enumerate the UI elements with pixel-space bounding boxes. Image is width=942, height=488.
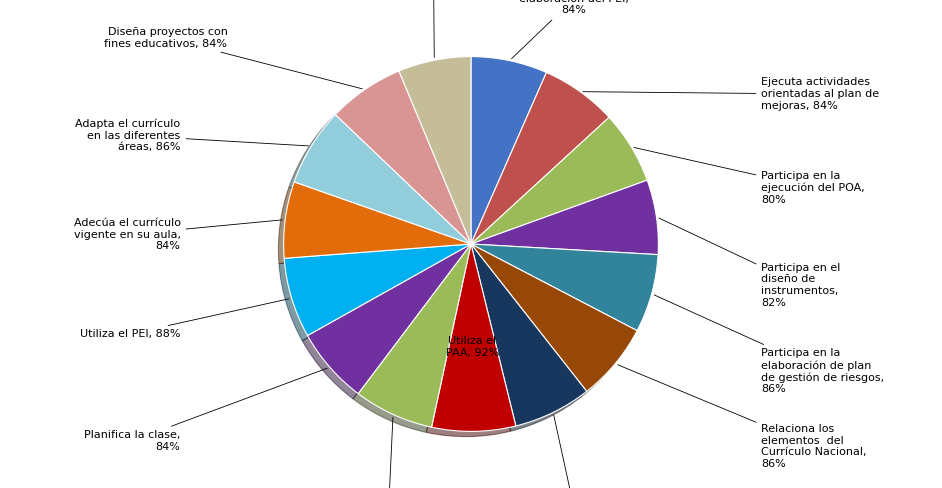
Wedge shape — [431, 244, 516, 431]
Text: Participa en la
elaboración de plan
de gestión de riesgos,
86%: Participa en la elaboración de plan de g… — [654, 295, 885, 394]
Text: Utiliza el PEI, 88%: Utiliza el PEI, 88% — [80, 299, 289, 339]
Wedge shape — [294, 115, 471, 244]
Text: Participa en la
elaboración del PAA,
86%: Participa en la elaboración del PAA, 86% — [527, 415, 641, 488]
Text: Utiliza el
PAA, 92%: Utiliza el PAA, 92% — [446, 336, 499, 358]
Text: Participa en la
ejecución del POA,
80%: Participa en la ejecución del POA, 80% — [634, 147, 865, 204]
Wedge shape — [284, 182, 471, 258]
Text: Participa en la
elaboración del PEI,
84%: Participa en la elaboración del PEI, 84% — [512, 0, 629, 59]
Wedge shape — [471, 117, 647, 244]
Text: Ejecuta actividades
orientadas al plan de
mejoras, 84%: Ejecuta actividades orientadas al plan d… — [583, 78, 880, 111]
Text: Participa en el
diseño de
instrumentos,
82%: Participa en el diseño de instrumentos, … — [658, 218, 841, 307]
Text: Planifica la clase,
84%: Planifica la clase, 84% — [84, 368, 327, 451]
Wedge shape — [399, 57, 471, 244]
Wedge shape — [471, 72, 609, 244]
Wedge shape — [471, 244, 587, 426]
Wedge shape — [471, 180, 658, 255]
Wedge shape — [471, 57, 546, 244]
Text: Adecúa el currículo
vigente en su aula,
84%: Adecúa el currículo vigente en su aula, … — [73, 218, 283, 251]
Wedge shape — [284, 244, 471, 336]
Text: Diseña proyectos con
fines educativos, 84%: Diseña proyectos con fines educativos, 8… — [105, 27, 363, 89]
Wedge shape — [471, 244, 658, 331]
Wedge shape — [335, 71, 471, 244]
Wedge shape — [471, 244, 637, 391]
Wedge shape — [358, 244, 471, 427]
Text: Relaciona los
elementos  del
Currículo Nacional,
86%: Relaciona los elementos del Currículo Na… — [618, 365, 867, 469]
Text: Construye una
planificación de
clase, 88%: Construye una planificación de clase, 88… — [343, 417, 430, 488]
Wedge shape — [307, 244, 471, 394]
Text: Incorcopa el
PAA, 80%: Incorcopa el PAA, 80% — [399, 0, 467, 58]
Text: Adapta el currículo
en las diferentes
áreas, 86%: Adapta el currículo en las diferentes ár… — [75, 119, 308, 152]
